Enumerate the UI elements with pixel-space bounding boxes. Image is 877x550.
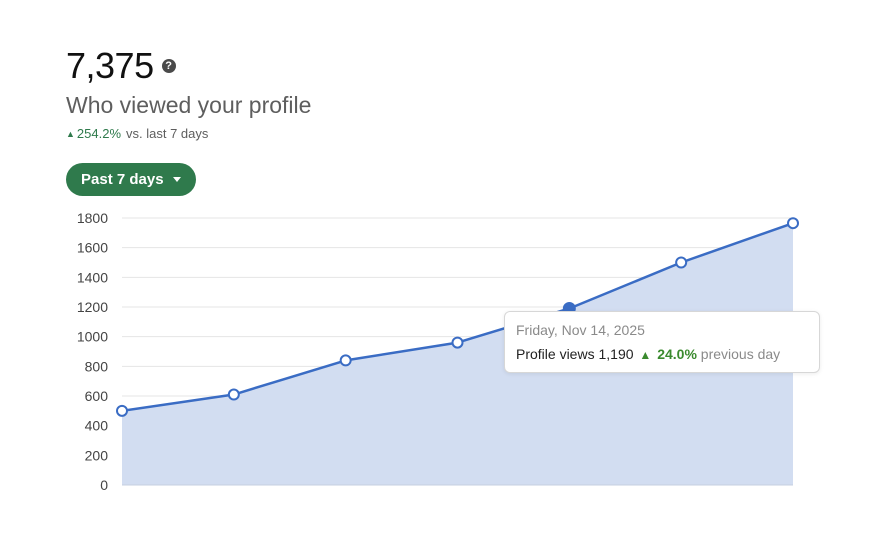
data-point [339,354,352,367]
total-views: 7,375 [66,45,154,86]
total-row: 7,375 ? [66,44,311,88]
data-point [787,217,799,230]
tooltip-value: 1,190 [598,346,634,362]
up-arrow-icon: ▲ [639,348,652,362]
tooltip-label: Profile views [516,346,595,362]
tooltip-suffix: previous day [700,346,781,362]
change-suffix: vs. last 7 days [126,126,209,141]
data-point [116,404,128,417]
area-fill [122,223,793,486]
data-point [451,336,464,349]
tooltip-row: Profile views 1,190 ▲ 24.0% previous day [516,346,808,364]
up-arrow-icon: ▲ [66,128,75,139]
y-tick-label: 200 [85,447,109,463]
data-point [675,256,688,269]
chart-tooltip: Friday, Nov 14, 2025 Profile views 1,190… [504,311,820,373]
question-circle-icon[interactable]: ? [161,59,176,73]
date-range-label: Past 7 days [81,171,164,188]
header: 7,375 ? Who viewed your profile ▲ 254.2%… [66,44,311,141]
page-title: Who viewed your profile [66,92,312,118]
data-point [227,388,240,401]
y-tick-label: 1600 [77,240,108,256]
y-tick-label: 1800 [77,210,108,226]
y-tick-label: 600 [85,388,109,404]
y-tick-label: 1400 [77,269,108,285]
date-range-dropdown[interactable]: Past 7 days [66,163,196,196]
tooltip-percentage: 24.0% [657,346,697,362]
y-tick-label: 1200 [77,299,108,315]
y-tick-label: 800 [85,358,109,374]
y-tick-label: 400 [85,418,109,434]
change-row: ▲ 254.2% vs. last 7 days [66,126,311,141]
caret-down-icon [172,177,181,182]
y-tick-label: 1000 [77,329,108,345]
y-tick-label: 0 [100,477,108,493]
change-percentage: 254.2% [76,126,122,141]
tooltip-date: Friday, Nov 14, 2025 [516,322,645,338]
